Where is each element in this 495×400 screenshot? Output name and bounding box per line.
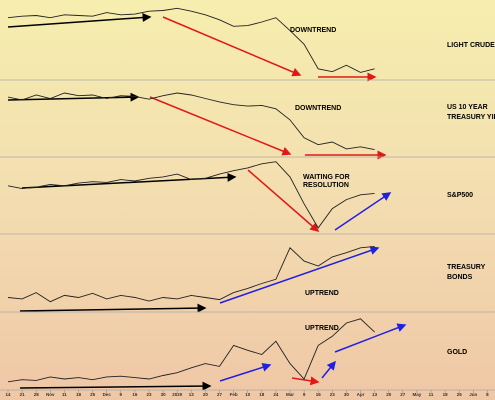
panel-label: US 10 YEAR [447,104,488,111]
arrow [321,360,336,379]
panel-label: LIGHT CRUDE [447,42,495,49]
x-tick-label: 9 [303,392,306,397]
x-tick-label: May [413,392,422,397]
arrow [19,381,212,391]
x-tick-label: 23 [330,392,336,397]
panel-label: GOLD [447,349,467,356]
panel-label: TREASURY YIELD [447,114,495,121]
x-tick-label: 2020 [172,392,183,397]
price-line [7,318,375,383]
x-tick-label: 11 [429,392,434,397]
x-tick-label: 10 [245,392,251,397]
price-line [7,7,375,73]
x-tick-label: 13 [372,392,378,397]
x-tick-label: 16 [316,392,322,397]
x-tick-label: 20 [203,392,209,397]
trend-annotation: DOWNTREND [295,105,341,112]
arrow [291,376,320,386]
x-tick-label: 21 [20,392,26,397]
arrow [334,323,407,353]
x-tick-label: Mar [286,392,294,397]
x-tick-label: 30 [161,392,167,397]
x-tick-label: Feb [230,392,238,397]
x-tick-label: 16 [132,392,138,397]
price-line [7,245,375,303]
x-tick-label: Apr [357,392,365,397]
x-tick-label: 30 [344,392,350,397]
panel-label: S&P500 [447,192,473,199]
panel-label: BONDS [447,274,473,281]
arrow [149,96,292,156]
x-tick-label: 25 [457,392,463,397]
x-tick-label: Jun [469,392,477,397]
panel-label: TREASURY [447,264,486,271]
arrow [7,92,140,102]
price-line [7,92,375,151]
x-tick-label: 23 [146,392,152,397]
x-tick-label: 27 [400,392,406,397]
arrow [7,13,152,28]
arrow [162,16,302,77]
x-tick-label: 25 [90,392,96,397]
price-line [7,161,375,229]
x-tick-label: 9 [120,392,123,397]
x-tick-label: 14 [5,392,11,397]
arrow [19,303,207,313]
x-tick-label: 27 [217,392,223,397]
x-tick-label: 11 [62,392,67,397]
trend-annotation: WAITING FOR [303,174,350,181]
trend-arrows [7,13,407,391]
x-tick-label: 18 [76,392,82,397]
trend-annotation: RESOLUTION [303,182,349,189]
x-tick-label: 28 [34,392,40,397]
trend-annotation: UPTREND [305,290,339,297]
x-tick-label: 18 [443,392,449,397]
x-tick-label: Nov [46,392,55,397]
x-tick-label: 13 [189,392,195,397]
trend-annotation: UPTREND [305,325,339,332]
x-tick-label: Dec [103,392,112,397]
x-tick-label: 24 [273,392,279,397]
x-tick-label: 8 [486,392,489,397]
arrow [247,169,320,232]
arrow [334,192,392,231]
trend-annotation: DOWNTREND [290,27,336,34]
arrow [219,246,380,304]
x-tick-label: 18 [259,392,265,397]
x-tick-label: 20 [386,392,392,397]
arrow [219,362,272,382]
